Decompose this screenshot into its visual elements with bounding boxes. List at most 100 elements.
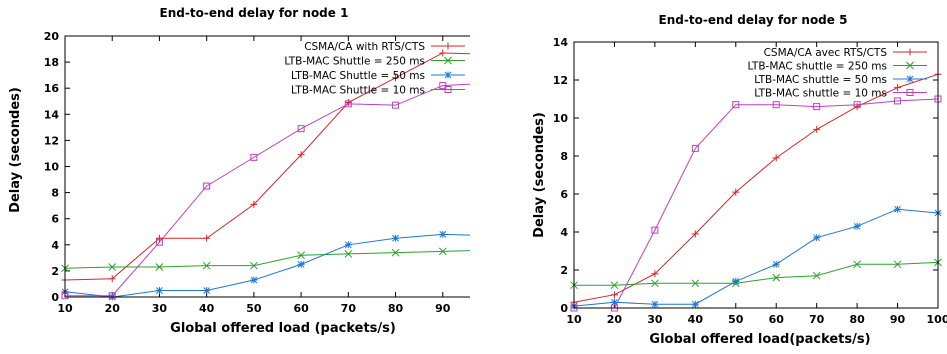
marker-s2-p8: [391, 248, 400, 257]
marker-s4-p100: [906, 89, 914, 96]
series-line-4: [65, 83, 470, 297]
marker-s2-p6: [772, 273, 781, 282]
legend-label-1: CSMA/CA avec RTS/CTS: [764, 47, 888, 59]
legend-label-1: CSMA/CA with RTS/CTS: [304, 41, 425, 53]
marker-s2-p8: [853, 260, 861, 269]
x-axis-label: Global offered load(packets/s): [649, 332, 870, 347]
marker-s3-p100: [906, 75, 914, 83]
y-tick-label: 0: [560, 302, 568, 315]
y-tick-label: 16: [44, 82, 60, 95]
marker-s2-p4: [202, 261, 211, 270]
marker-s1-p5: [732, 188, 740, 196]
marker-s3-p9: [894, 205, 902, 213]
marker-s4-p3: [155, 238, 163, 246]
marker-s1-p8: [392, 74, 400, 82]
x-tick-label: 60: [769, 313, 785, 326]
marker-s2-p100: [906, 61, 914, 70]
x-tick-label: 50: [246, 302, 262, 315]
y-axis-label: Delay (secondes): [8, 87, 23, 213]
x-tick-label: 20: [105, 302, 121, 315]
marker-s2-p100: [444, 56, 452, 65]
y-tick-label: 20: [44, 30, 60, 43]
series-line-4: [574, 98, 939, 309]
y-tick-label: 8: [560, 150, 568, 163]
y-tick-label: 10: [553, 112, 569, 125]
marker-s1-p3: [651, 270, 659, 278]
series-line-3: [64, 233, 470, 298]
marker-s3-p3: [155, 286, 163, 294]
marker-s1-p4: [203, 234, 211, 242]
legend-label-2: LTB-MAC Shuttle = 250 ms: [284, 56, 425, 68]
y-axis-label: Delay (secondes): [532, 112, 547, 238]
marker-s1-p7: [813, 125, 821, 133]
legend-label-3: LTB-MAC shuttle = 50 ms: [754, 74, 887, 86]
marker-s4-p7: [344, 100, 352, 108]
y-tick-label: 4: [560, 226, 568, 239]
marker-s2-p9: [438, 247, 447, 256]
marker-s3-p7: [813, 234, 821, 242]
marker-s4-p9: [894, 97, 902, 105]
marker-s2-p6: [297, 251, 305, 260]
marker-s4-p8: [392, 101, 400, 109]
marker-s3-p4: [691, 300, 699, 308]
y-tick-label: 18: [44, 56, 59, 69]
x-tick-label: 50: [728, 313, 744, 326]
x-tick-label: 30: [647, 313, 663, 326]
marker-s1-p3: [155, 234, 163, 242]
marker-s2-p7: [344, 250, 353, 258]
marker-s2-p2: [610, 281, 619, 290]
marker-s4-p7: [813, 103, 821, 111]
marker-s1-p8: [853, 103, 861, 111]
marker-s3-p5: [250, 276, 258, 284]
marker-s1-p9: [894, 84, 902, 92]
x-tick-label: 60: [293, 302, 309, 315]
x-axis-label: Global offered load (packets/s): [170, 321, 396, 336]
y-tick-label: 0: [51, 291, 59, 304]
marker-s4-p5: [732, 101, 740, 109]
y-tick-label: 6: [560, 188, 568, 201]
y-tick-label: 14: [44, 108, 60, 121]
series-line-1: [64, 52, 470, 281]
legend-label-4: LTB-MAC shuttle = 10 ms: [754, 88, 887, 100]
marker-s3-p6: [772, 260, 780, 268]
x-tick-label: 70: [809, 313, 825, 326]
plot-frame: [64, 35, 470, 298]
marker-s1-p7: [344, 99, 352, 107]
marker-s3-p4: [203, 286, 211, 294]
marker-s2-p3: [155, 263, 164, 271]
legend-label-3: LTB-MAC Shuttle = 50 ms: [291, 70, 425, 82]
marker-s3-p7: [344, 241, 352, 249]
marker-s1-p100: [906, 48, 914, 56]
x-tick-label: 70: [341, 302, 357, 315]
marker-s4-p5: [250, 153, 258, 161]
marker-s2-p5: [250, 261, 258, 270]
legend-label-2: LTB-MAC shuttle = 250 ms: [748, 61, 887, 73]
marker-s4-p6: [772, 101, 780, 109]
marker-s3-p3: [651, 300, 659, 308]
marker-s2-p9: [893, 260, 902, 269]
marker-s1-p6: [297, 151, 305, 159]
x-tick-label: 40: [688, 313, 704, 326]
chart-node-5: End-to-end delay for node 5 Delay (secon…: [532, 13, 947, 347]
x-tick-label: 20: [607, 313, 623, 326]
marker-s4-p3: [651, 226, 659, 234]
marker-s1-p100: [444, 42, 452, 50]
marker-s3-p8: [392, 234, 400, 242]
marker-s4-p4: [203, 182, 211, 190]
series-line-1: [573, 73, 939, 303]
y-tick-label: 4: [51, 239, 59, 252]
y-tick-label: 8: [51, 187, 59, 200]
marker-s2-p2: [108, 263, 117, 271]
y-tick-label: 12: [553, 74, 568, 87]
chart-title: End-to-end delay for node 5: [659, 13, 848, 27]
y-tick-label: 2: [560, 264, 568, 277]
marker-s1-p2: [610, 291, 618, 299]
marker-s2-p4: [691, 279, 700, 288]
marker-s1-p6: [772, 154, 780, 162]
marker-s2-p3: [651, 279, 659, 288]
marker-s3-p9: [439, 230, 447, 238]
x-tick-label: 80: [849, 313, 865, 326]
series-line-3: [573, 208, 939, 307]
marker-s3-p2: [610, 298, 618, 306]
marker-s4-p100: [444, 86, 452, 93]
